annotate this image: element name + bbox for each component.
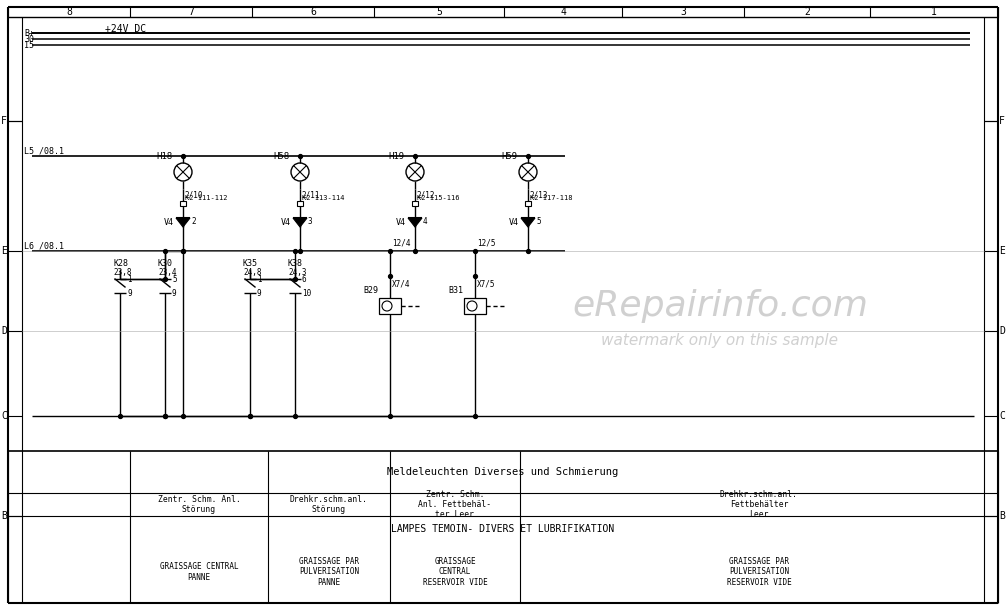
Text: 5: 5 xyxy=(436,7,442,17)
Text: 4: 4 xyxy=(560,7,566,17)
Text: V4: V4 xyxy=(396,218,406,227)
Text: F: F xyxy=(1,116,7,126)
Text: V4: V4 xyxy=(509,218,519,227)
Text: 24,3: 24,3 xyxy=(288,268,307,277)
Polygon shape xyxy=(293,218,307,227)
Text: D: D xyxy=(999,326,1005,336)
Text: 6: 6 xyxy=(302,274,307,284)
Text: K28: K28 xyxy=(113,258,128,268)
Text: 5: 5 xyxy=(172,274,177,284)
Bar xyxy=(180,201,186,206)
Text: B+: B+ xyxy=(24,29,34,37)
Bar xyxy=(412,201,418,206)
Text: X7/4: X7/4 xyxy=(392,279,410,288)
Text: 3: 3 xyxy=(680,7,686,17)
Text: 12/5: 12/5 xyxy=(477,238,496,247)
Text: 2: 2 xyxy=(191,217,195,226)
Text: 30: 30 xyxy=(24,34,34,43)
Text: 9: 9 xyxy=(257,288,262,298)
Text: GRAISSAGE PAR
PULVERISATION
PANNE: GRAISSAGE PAR PULVERISATION PANNE xyxy=(299,557,359,587)
Text: K2 111-112: K2 111-112 xyxy=(185,195,227,201)
Text: D: D xyxy=(1,326,7,336)
Text: 1: 1 xyxy=(257,274,262,284)
Text: 6: 6 xyxy=(310,7,316,17)
Text: eRepairinfo.com: eRepairinfo.com xyxy=(572,289,868,323)
Text: 2/12: 2/12 xyxy=(416,190,435,199)
Text: 12/4: 12/4 xyxy=(392,238,410,247)
Text: B: B xyxy=(1,511,7,521)
Text: 1: 1 xyxy=(932,7,937,17)
Polygon shape xyxy=(521,218,535,227)
Text: K2 117-118: K2 117-118 xyxy=(530,195,572,201)
Bar xyxy=(379,298,401,314)
Text: 24,8: 24,8 xyxy=(243,268,262,277)
Text: Zentr. Schm.
Anl. Fettbehäl-
ter Leer: Zentr. Schm. Anl. Fettbehäl- ter Leer xyxy=(418,489,492,519)
Text: B: B xyxy=(999,511,1005,521)
Text: V4: V4 xyxy=(164,218,174,227)
Text: 2/13: 2/13 xyxy=(529,190,547,199)
Text: Meldeleuchten Diverses und Schmierung: Meldeleuchten Diverses und Schmierung xyxy=(387,467,619,477)
Text: L5 /08.1: L5 /08.1 xyxy=(24,147,64,156)
Text: H19: H19 xyxy=(389,152,405,161)
Text: K35: K35 xyxy=(243,258,258,268)
Text: B29: B29 xyxy=(363,286,378,295)
Text: GRAISSAGE CENTRAL
PANNE: GRAISSAGE CENTRAL PANNE xyxy=(160,562,238,582)
Text: 4: 4 xyxy=(423,217,428,226)
Text: K2 115-116: K2 115-116 xyxy=(417,195,460,201)
Text: 2/11: 2/11 xyxy=(301,190,320,199)
Text: 2/10: 2/10 xyxy=(184,190,202,199)
Text: E: E xyxy=(999,246,1005,256)
Text: 10: 10 xyxy=(302,288,311,298)
Polygon shape xyxy=(408,218,422,227)
Text: 15: 15 xyxy=(24,40,34,49)
Text: F: F xyxy=(999,116,1005,126)
Text: 7: 7 xyxy=(188,7,194,17)
Text: E: E xyxy=(1,246,7,256)
Text: 9: 9 xyxy=(172,288,177,298)
Text: Zentr. Schm. Anl.
Störung: Zentr. Schm. Anl. Störung xyxy=(158,495,240,514)
Text: H58: H58 xyxy=(274,152,290,161)
Text: X7/5: X7/5 xyxy=(477,279,496,288)
Text: 3: 3 xyxy=(308,217,313,226)
Text: C: C xyxy=(1,411,7,421)
Text: 8: 8 xyxy=(66,7,72,17)
Text: 1: 1 xyxy=(127,274,132,284)
Text: K2 113-114: K2 113-114 xyxy=(302,195,344,201)
Text: B31: B31 xyxy=(448,286,463,295)
Text: +24V DC: +24V DC xyxy=(105,24,146,34)
Text: V4: V4 xyxy=(281,218,291,227)
Text: H18: H18 xyxy=(157,152,173,161)
Text: LAMPES TEMOIN- DIVERS ET LUBRIFIKATION: LAMPES TEMOIN- DIVERS ET LUBRIFIKATION xyxy=(391,524,615,533)
Bar xyxy=(297,201,303,206)
Bar xyxy=(464,298,486,314)
Polygon shape xyxy=(176,218,190,227)
Bar xyxy=(525,201,531,206)
Text: K38: K38 xyxy=(288,258,303,268)
Text: 5: 5 xyxy=(536,217,540,226)
Text: K30: K30 xyxy=(158,258,173,268)
Text: watermark only on this sample: watermark only on this sample xyxy=(602,334,838,348)
Text: L6 /08.1: L6 /08.1 xyxy=(24,241,64,251)
Text: H59: H59 xyxy=(502,152,518,161)
Text: 2: 2 xyxy=(804,7,810,17)
Text: C: C xyxy=(999,411,1005,421)
Text: 9: 9 xyxy=(127,288,132,298)
Text: GRAISSAGE
CENTRAL
RESERVOIR VIDE: GRAISSAGE CENTRAL RESERVOIR VIDE xyxy=(423,557,487,587)
Text: Drehkr.schm.anl.
Fettbehälter
Leer: Drehkr.schm.anl. Fettbehälter Leer xyxy=(720,489,798,519)
Text: 23,8: 23,8 xyxy=(113,268,132,277)
Text: GRAISSAGE PAR
PULVERISATION
RESERVOIR VIDE: GRAISSAGE PAR PULVERISATION RESERVOIR VI… xyxy=(726,557,792,587)
Text: Drehkr.schm.anl.
Störung: Drehkr.schm.anl. Störung xyxy=(290,495,368,514)
Text: 23,4: 23,4 xyxy=(158,268,176,277)
